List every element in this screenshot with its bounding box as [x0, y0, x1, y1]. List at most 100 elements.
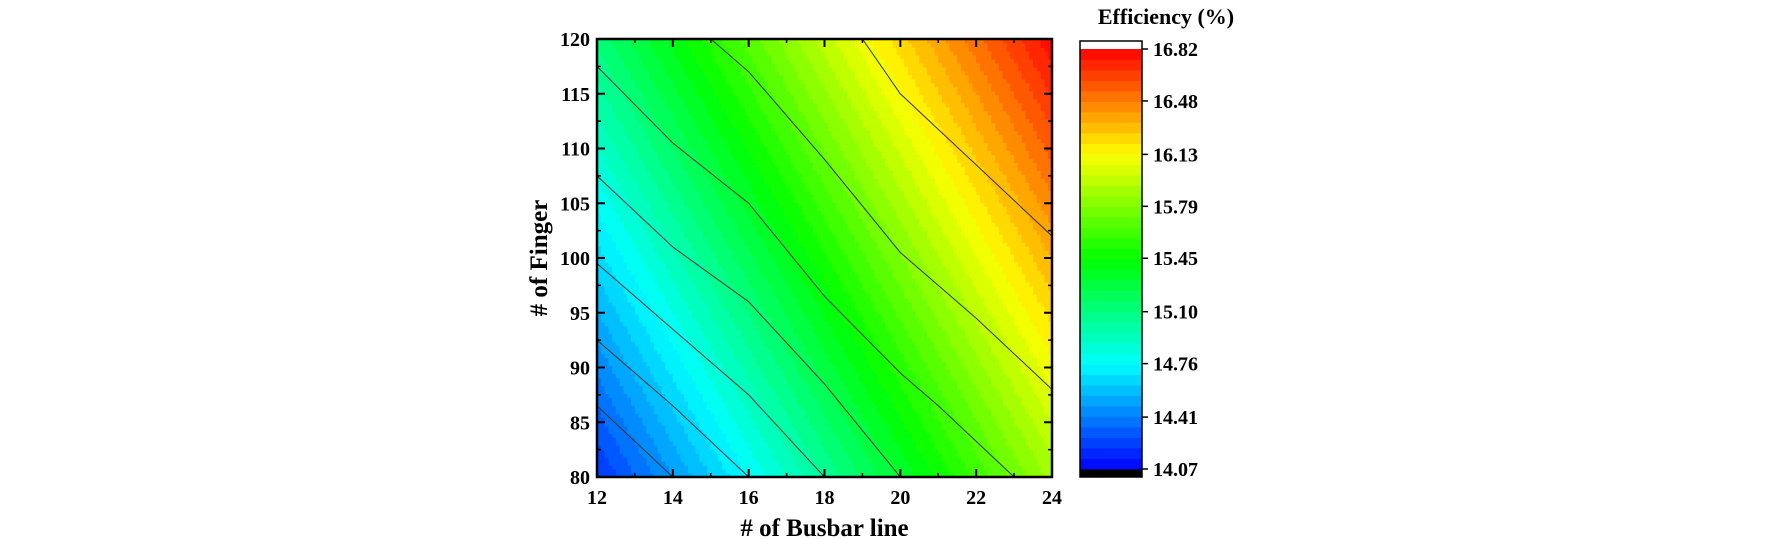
contour-cell [729, 329, 735, 335]
contour-cell [680, 242, 685, 247]
contour-cell [597, 433, 602, 438]
contour-cell [615, 110, 621, 116]
contour-cell [638, 261, 644, 267]
contour-cell [722, 273, 727, 279]
contour-cell [725, 445, 731, 450]
contour-cell [653, 289, 659, 295]
contour-cell [608, 285, 613, 291]
contour-cell [646, 397, 651, 402]
contour-cell [619, 202, 625, 207]
contour-cell [741, 329, 746, 335]
contour-cell [744, 154, 750, 160]
contour-cell [604, 273, 609, 279]
contour-cell [600, 441, 606, 446]
contour-cell [650, 357, 655, 363]
contour-cell [615, 305, 621, 311]
contour-cell [669, 210, 674, 215]
contour-fill [597, 39, 1052, 477]
contour-cell [669, 453, 674, 458]
contour-cell [691, 385, 697, 390]
contour-cell [741, 50, 746, 56]
contour-cell [608, 134, 613, 140]
contour-cell [752, 373, 757, 379]
contour-cell [737, 333, 742, 339]
contour-cell [744, 218, 750, 223]
contour-cell [661, 289, 666, 295]
contour-cell [688, 361, 693, 367]
contour-cell [653, 234, 659, 239]
contour-cell [695, 469, 700, 474]
contour-cell [608, 361, 613, 367]
contour-cell [706, 202, 712, 207]
contour-cell [631, 114, 636, 120]
contour-cell [763, 98, 769, 104]
contour-cell [608, 150, 613, 156]
contour-cell [634, 309, 640, 315]
contour-cell [669, 301, 674, 307]
contour-cell [710, 202, 716, 207]
contour-cell [597, 425, 602, 430]
contour-cell [752, 381, 757, 387]
contour-cell [657, 50, 663, 56]
contour-cell [695, 78, 700, 84]
contour-cell [699, 198, 704, 203]
contour-cell [623, 341, 628, 347]
contour-cell [744, 329, 750, 335]
contour-cell [676, 230, 682, 235]
contour-cell [729, 154, 735, 160]
contour-cell [676, 90, 682, 96]
contour-cell [691, 234, 697, 239]
contour-cell [722, 154, 727, 160]
contour-cell [619, 369, 625, 375]
contour-cell [642, 46, 647, 52]
contour-cell [600, 250, 606, 255]
contour-cell [676, 74, 682, 80]
contour-cell [722, 305, 727, 311]
contour-cell [597, 230, 602, 235]
contour-cell [627, 218, 632, 223]
contour-cell [653, 365, 659, 371]
contour-cell [703, 473, 708, 477]
contour-cell [714, 218, 719, 223]
contour-cell [760, 66, 765, 72]
contour-cell [680, 202, 685, 207]
contour-cell [684, 385, 689, 390]
contour-cell [638, 317, 644, 323]
contour-cell [767, 361, 773, 367]
contour-cell [741, 42, 746, 48]
contour-cell [725, 238, 731, 243]
contour-cell [684, 182, 689, 187]
contour-cell [710, 333, 716, 339]
contour-cell [729, 349, 735, 355]
contour-cell [763, 473, 769, 477]
contour-cell [703, 265, 708, 271]
contour-cell [699, 110, 704, 116]
contour-cell [623, 218, 628, 223]
contour-cell [604, 62, 609, 68]
contour-cell [706, 305, 712, 311]
contour-cell [691, 341, 697, 347]
contour-cell [733, 357, 738, 363]
contour-cell [604, 301, 609, 307]
contour-cell [722, 353, 727, 359]
contour-cell [710, 246, 716, 251]
contour-cell [684, 174, 689, 179]
contour-cell [676, 373, 682, 379]
contour-cell [741, 258, 746, 263]
contour-cell [623, 421, 628, 426]
contour-cell [600, 258, 606, 263]
contour-cell [631, 409, 636, 414]
contour-cell [752, 106, 757, 112]
contour-cell [725, 269, 731, 275]
contour-cell [760, 94, 765, 100]
contour-cell [646, 130, 651, 136]
contour-cell [672, 389, 678, 394]
contour-cell [706, 469, 712, 474]
contour-cell [733, 417, 738, 422]
contour-cell [657, 158, 663, 164]
contour-cell [714, 130, 719, 136]
contour-cell [631, 46, 636, 52]
contour-cell [737, 289, 742, 295]
contour-cell [703, 194, 708, 199]
contour-cell [600, 345, 606, 351]
